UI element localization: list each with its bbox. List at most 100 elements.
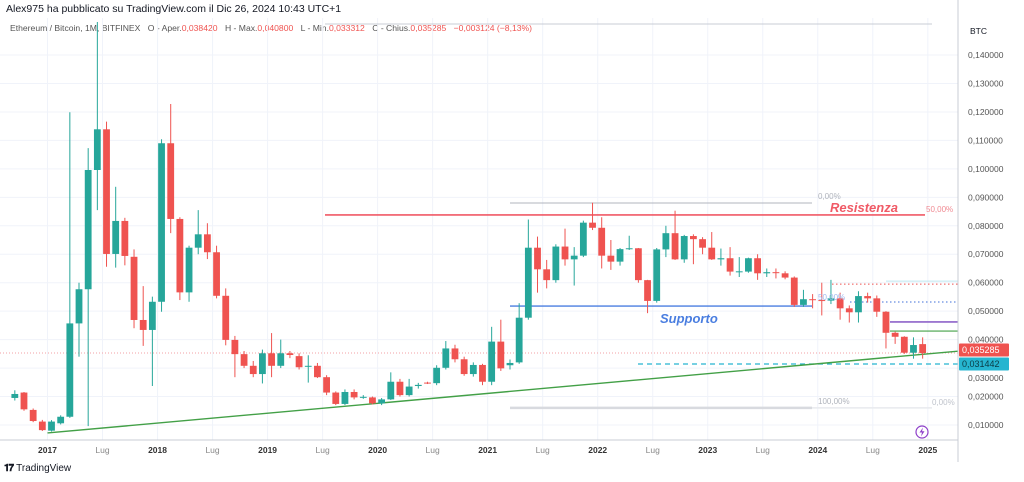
candle (158, 139, 165, 312)
candle-body (561, 246, 569, 260)
axes: BTC 0,140000 0,130000 0,120000 0,110000 0,10… (0, 0, 1009, 462)
candle (469, 362, 477, 377)
candle-body (497, 341, 505, 369)
candle (827, 279, 835, 305)
candle (396, 378, 404, 397)
x-tick-label: Lug (316, 445, 330, 455)
candle-body (726, 258, 734, 272)
candle-body (763, 272, 771, 274)
candle-body (882, 311, 890, 333)
candle (75, 282, 83, 357)
candle-body (20, 392, 28, 410)
candle (176, 217, 184, 301)
candles (11, 22, 927, 432)
candle (332, 391, 340, 406)
candle (488, 326, 496, 386)
candle-body (48, 421, 55, 431)
candle-body (855, 296, 862, 313)
last-price-tag-bg (959, 343, 1009, 357)
candle (433, 365, 441, 386)
x-tick-label: Lug (536, 445, 550, 455)
candle (369, 396, 376, 405)
candle (259, 349, 266, 384)
candle-body (148, 301, 156, 330)
candle-body (369, 397, 376, 404)
candle (130, 249, 138, 329)
candle (561, 228, 569, 266)
candle-body (194, 234, 202, 248)
candle-body (910, 345, 917, 353)
candle (38, 419, 46, 431)
candle (790, 276, 798, 307)
fib-mid-label: 50,00% (818, 293, 845, 302)
candle-body (479, 364, 486, 382)
candle (48, 420, 55, 432)
candle (249, 360, 257, 378)
candle-body (708, 247, 716, 260)
x-tick-label: 2024 (808, 445, 827, 455)
level-price-tag-text: 0,031442 (962, 359, 1000, 369)
candle-body (717, 258, 725, 260)
candle-body (304, 365, 312, 367)
y-tick-label: 0,020000 (968, 392, 1004, 402)
candle (864, 292, 872, 303)
candle-body (671, 233, 679, 260)
candle (543, 259, 551, 289)
candle-body (845, 308, 853, 313)
candle (29, 408, 37, 423)
x-tick-label: Lug (646, 445, 660, 455)
candle (891, 331, 899, 344)
candle (598, 217, 606, 269)
close-value: 0,035285 (410, 23, 447, 33)
lightning-icon[interactable] (915, 425, 929, 439)
candle-body (424, 382, 431, 384)
candle-body (515, 317, 523, 363)
support-label: Supporto (660, 311, 718, 326)
price-chart[interactable]: Resistenza Supporto 0,00% 100,00% 50,00%… (0, 0, 1024, 462)
candle (286, 351, 294, 359)
footer: 𝟏𝟕 TradingView (4, 463, 71, 474)
candle (607, 240, 615, 270)
y-tick-label: 0,120000 (968, 107, 1004, 117)
candle (735, 257, 743, 278)
candle (515, 303, 523, 364)
candle-body (103, 129, 110, 254)
candle-body (772, 272, 780, 274)
x-tick-label: 2017 (38, 445, 57, 455)
candle (717, 248, 725, 266)
candle-body (662, 233, 670, 250)
y-tick-label: 0,030000 (968, 373, 1004, 383)
candle (222, 288, 230, 346)
candle (84, 148, 92, 427)
candle-body (378, 399, 386, 404)
symbol-name[interactable]: Ethereum / Bitcoin, 1M, BITFINEX (10, 23, 141, 33)
candle (708, 232, 716, 260)
candle-body (277, 353, 285, 366)
candle-body (570, 255, 578, 260)
candle-body (38, 421, 46, 431)
candle (634, 247, 642, 283)
x-tick-label: Lug (426, 445, 440, 455)
candle-body (827, 298, 835, 301)
candle (314, 362, 321, 379)
candle (66, 112, 74, 418)
candle (625, 235, 633, 250)
x-tick-label: 2021 (478, 445, 497, 455)
low-label: L - Min. (300, 23, 329, 33)
candle (699, 237, 706, 255)
annotation-labels: Resistenza Supporto 0,00% 100,00% 50,00%… (660, 192, 955, 407)
candle (139, 286, 147, 346)
candle (781, 271, 789, 280)
y-tick-label: 0,060000 (968, 278, 1004, 288)
candle-body (506, 362, 514, 366)
candle (589, 202, 596, 231)
candle-body (396, 381, 404, 396)
candle-body (314, 365, 321, 378)
x-tick-label: 2025 (918, 445, 937, 455)
x-tick-label: Lug (756, 445, 770, 455)
candle-body (800, 299, 807, 305)
candle (341, 389, 349, 406)
candle-body (249, 365, 257, 375)
candle (387, 372, 395, 400)
trendline (47, 350, 959, 434)
